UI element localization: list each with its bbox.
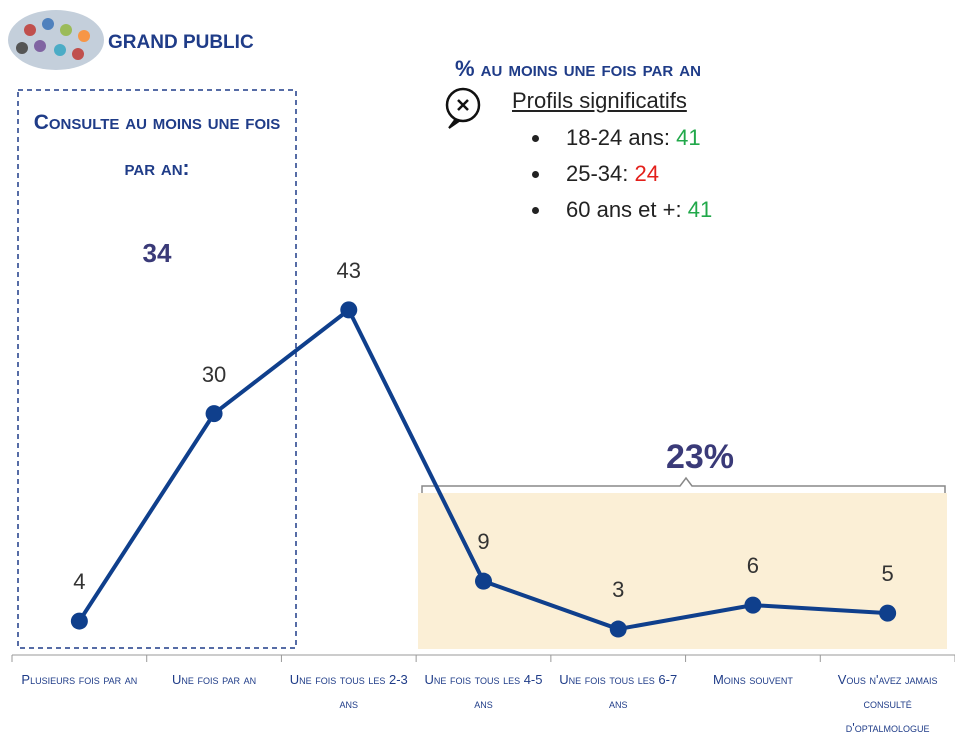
x-tick-label: Une fois tous les 6-7 ans <box>551 668 685 716</box>
profile-item: 25-34: 24 <box>552 156 712 192</box>
profile-value: 41 <box>676 125 700 150</box>
value-label: 5 <box>858 561 918 587</box>
value-label: 43 <box>319 258 379 284</box>
value-label: 9 <box>454 529 514 555</box>
x-tick-label: Vous n'avez jamais consulté d'optalmolog… <box>821 668 955 737</box>
value-label: 30 <box>184 362 244 388</box>
bracket <box>422 478 945 493</box>
point <box>340 301 357 318</box>
value-label: 3 <box>588 577 648 603</box>
profile-label: 25-34: <box>566 161 635 186</box>
profiles-list: 18-24 ans: 4125-34: 2460 ans et +: 41 <box>512 120 712 228</box>
header: GRAND PUBLIC <box>108 32 254 54</box>
profiles-title: Profils significatifs <box>512 88 712 114</box>
profile-item: 18-24 ans: 41 <box>552 120 712 156</box>
x-tick-label: Une fois tous les 2-3 ans <box>282 668 416 716</box>
point <box>206 405 223 422</box>
point <box>610 621 627 638</box>
value-label: 4 <box>49 569 109 595</box>
profiles: Profils significatifs 18-24 ans: 4125-34… <box>512 88 712 228</box>
profile-value: 24 <box>635 161 659 186</box>
point <box>744 597 761 614</box>
profile-item: 60 ans et +: 41 <box>552 192 712 228</box>
profile-value: 41 <box>688 197 712 222</box>
x-tick-label: Une fois par an <box>147 668 281 692</box>
profile-label: 18-24 ans: <box>566 125 676 150</box>
box-value: 34 <box>30 238 284 269</box>
crowd-icon <box>8 10 104 70</box>
icon-x <box>447 89 479 128</box>
profile-label: 60 ans et +: <box>566 197 688 222</box>
x-tick-label: Une fois tous les 4-5 ans <box>417 668 551 716</box>
value-label: 6 <box>723 553 783 579</box>
point <box>879 605 896 622</box>
bracket-label: 23% <box>630 438 770 477</box>
point <box>475 573 492 590</box>
point <box>71 613 88 630</box>
box-title: Consulte au moins une fois par an: <box>30 100 284 192</box>
subtitle: % au moins une fois par an <box>455 56 701 82</box>
slide: GRAND PUBLIC Consulte au moins une fois … <box>0 0 955 737</box>
x-tick-label: Plusieurs fois par an <box>12 668 146 692</box>
x-tick-label: Moins souvent <box>686 668 820 692</box>
